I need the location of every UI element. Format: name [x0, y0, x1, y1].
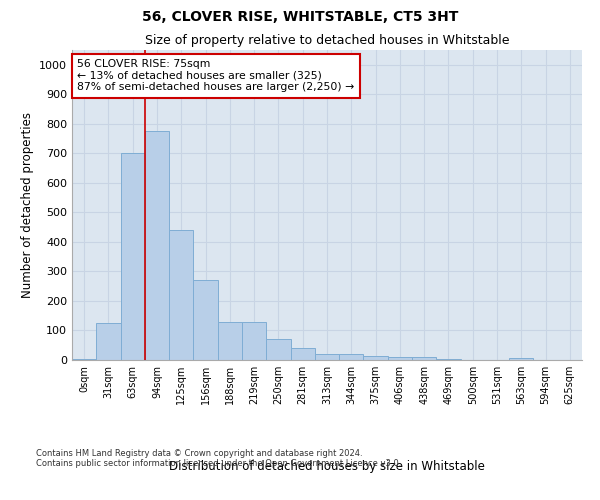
Text: Contains public sector information licensed under the Open Government Licence v3: Contains public sector information licen…	[36, 458, 401, 468]
Bar	[509, 358, 533, 360]
Bar	[121, 154, 145, 360]
Text: Contains HM Land Registry data © Crown copyright and database right 2024.: Contains HM Land Registry data © Crown c…	[36, 448, 362, 458]
Bar	[364, 356, 388, 360]
Title: Size of property relative to detached houses in Whitstable: Size of property relative to detached ho…	[145, 34, 509, 48]
Bar	[436, 358, 461, 360]
X-axis label: Distribution of detached houses by size in Whitstable: Distribution of detached houses by size …	[169, 460, 485, 473]
Bar	[193, 280, 218, 360]
Bar	[145, 131, 169, 360]
Bar	[218, 322, 242, 360]
Bar	[72, 358, 96, 360]
Bar	[339, 354, 364, 360]
Bar	[242, 322, 266, 360]
Text: 56, CLOVER RISE, WHITSTABLE, CT5 3HT: 56, CLOVER RISE, WHITSTABLE, CT5 3HT	[142, 10, 458, 24]
Bar	[412, 357, 436, 360]
Bar	[266, 340, 290, 360]
Bar	[290, 348, 315, 360]
Bar	[96, 323, 121, 360]
Bar	[388, 357, 412, 360]
Bar	[169, 230, 193, 360]
Bar	[315, 354, 339, 360]
Text: 56 CLOVER RISE: 75sqm
← 13% of detached houses are smaller (325)
87% of semi-det: 56 CLOVER RISE: 75sqm ← 13% of detached …	[77, 60, 355, 92]
Y-axis label: Number of detached properties: Number of detached properties	[20, 112, 34, 298]
